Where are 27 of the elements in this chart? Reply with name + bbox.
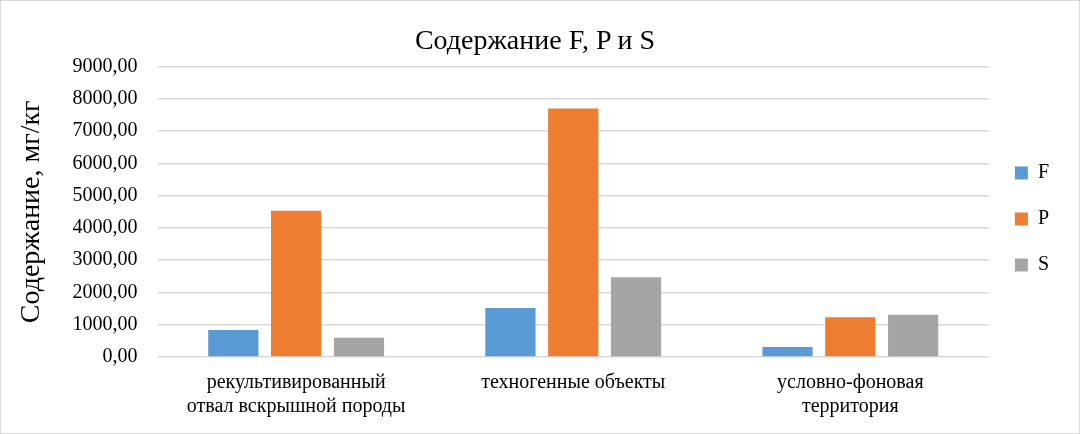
y-tick-label: 7000,00 [72, 118, 138, 141]
chart-title: Содержание F, P и S [414, 24, 656, 56]
y-tick-label: 8000,00 [72, 86, 138, 109]
y-tick-label: 6000,00 [72, 150, 138, 173]
bar [888, 314, 939, 357]
bar [271, 210, 322, 357]
bar [548, 108, 599, 357]
bar [485, 307, 536, 357]
x-tick-label: условно-фоновая территория [777, 370, 924, 418]
y-tick-label: 4000,00 [72, 215, 138, 238]
y-tick-label: 2000,00 [72, 279, 138, 302]
y-tick-label: 5000,00 [72, 182, 138, 205]
bar [610, 277, 662, 357]
y-tick-label: 3000,00 [72, 247, 138, 270]
y-axis-title: Содержание, мг/кг [14, 100, 46, 324]
bar [825, 317, 876, 357]
x-tick-label: рекультивированный отвал вскрышной породы [186, 370, 406, 418]
y-tick-label: 9000,00 [72, 53, 138, 76]
y-tick-label: 0,00 [102, 344, 138, 367]
legend-label: F [1037, 160, 1049, 183]
legend-label: S [1037, 252, 1049, 275]
bar [762, 347, 813, 357]
bar [333, 337, 385, 357]
x-tick-label: техногенные объекты [481, 370, 666, 393]
legend-label: P [1037, 206, 1049, 229]
bar [208, 329, 259, 357]
y-tick-label: 1000,00 [72, 311, 138, 334]
